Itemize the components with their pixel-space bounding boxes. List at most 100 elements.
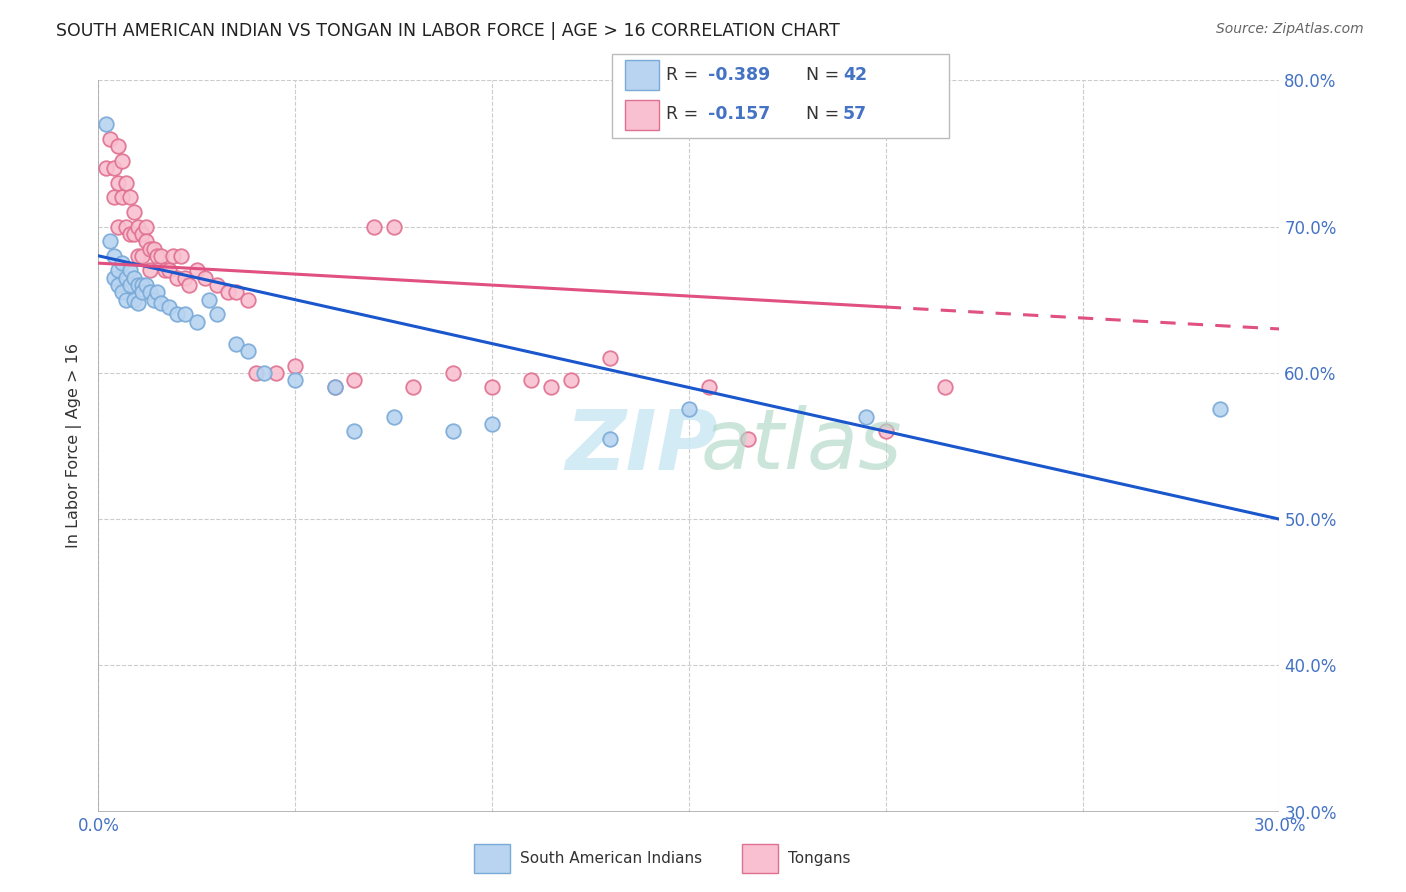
Point	[236, 293, 259, 307]
Point	[131, 278, 153, 293]
Point	[131, 285, 153, 300]
Point	[284, 373, 307, 387]
Point	[146, 285, 169, 300]
Point	[118, 263, 141, 277]
Point	[107, 139, 129, 153]
Point	[122, 293, 145, 307]
Point	[441, 425, 464, 439]
Point	[96, 117, 118, 131]
Point	[131, 249, 153, 263]
Point	[264, 366, 287, 380]
Point	[186, 263, 208, 277]
Point	[540, 380, 562, 394]
Point	[177, 278, 200, 293]
Bar	[626, 61, 659, 90]
Text: -0.157: -0.157	[707, 105, 770, 123]
Point	[122, 227, 145, 241]
Point	[127, 249, 149, 263]
Text: N =: N =	[806, 105, 845, 123]
Point	[118, 278, 141, 293]
Point	[205, 278, 228, 293]
Point	[157, 300, 180, 314]
Point	[115, 176, 138, 190]
Point	[481, 380, 503, 394]
Point	[157, 263, 180, 277]
Point	[323, 380, 346, 394]
Point	[481, 417, 503, 431]
Point	[1209, 402, 1232, 417]
Point	[107, 219, 129, 234]
Point	[186, 315, 208, 329]
Point	[107, 278, 129, 293]
Point	[560, 373, 582, 387]
Text: -0.389: -0.389	[707, 66, 770, 84]
Point	[737, 432, 759, 446]
Point	[107, 176, 129, 190]
Point	[135, 234, 157, 248]
Point	[111, 153, 134, 168]
Point	[98, 234, 121, 248]
Point	[135, 278, 157, 293]
Point	[875, 425, 897, 439]
Point	[122, 205, 145, 219]
Point	[115, 270, 138, 285]
Point	[934, 380, 956, 394]
Point	[115, 219, 138, 234]
Point	[363, 219, 385, 234]
Point	[135, 219, 157, 234]
Point	[111, 285, 134, 300]
Point	[599, 351, 621, 366]
Point	[225, 285, 247, 300]
Text: atlas: atlas	[700, 406, 903, 486]
Text: South American Indians: South American Indians	[520, 851, 702, 866]
Point	[111, 256, 134, 270]
Point	[343, 425, 366, 439]
Point	[166, 307, 188, 321]
Point	[107, 263, 129, 277]
Point	[382, 409, 405, 424]
Point	[127, 278, 149, 293]
Point	[150, 249, 173, 263]
Bar	[742, 844, 778, 873]
Point	[138, 263, 160, 277]
Point	[111, 190, 134, 204]
Point	[138, 242, 160, 256]
Point	[118, 227, 141, 241]
Point	[245, 366, 267, 380]
Text: ZIP: ZIP	[565, 406, 718, 486]
Point	[131, 227, 153, 241]
Point	[520, 373, 543, 387]
FancyBboxPatch shape	[612, 54, 949, 138]
Text: Source: ZipAtlas.com: Source: ZipAtlas.com	[1216, 22, 1364, 37]
Point	[146, 249, 169, 263]
Point	[678, 402, 700, 417]
Point	[118, 190, 141, 204]
Point	[225, 336, 247, 351]
Point	[115, 293, 138, 307]
Point	[103, 249, 125, 263]
Point	[855, 409, 877, 424]
Point	[155, 263, 177, 277]
Point	[142, 242, 165, 256]
Point	[98, 132, 121, 146]
Point	[253, 366, 276, 380]
Point	[103, 161, 125, 175]
Text: N =: N =	[806, 66, 845, 84]
Point	[197, 293, 219, 307]
Point	[162, 249, 184, 263]
Point	[236, 343, 259, 358]
Point	[599, 432, 621, 446]
Point	[96, 161, 118, 175]
Point	[127, 295, 149, 310]
Point	[103, 190, 125, 204]
Point	[217, 285, 239, 300]
Text: R =: R =	[665, 105, 703, 123]
Point	[205, 307, 228, 321]
Point	[127, 219, 149, 234]
Point	[697, 380, 720, 394]
Point	[150, 295, 173, 310]
Point	[343, 373, 366, 387]
Point	[441, 366, 464, 380]
Point	[402, 380, 425, 394]
Point	[166, 270, 188, 285]
